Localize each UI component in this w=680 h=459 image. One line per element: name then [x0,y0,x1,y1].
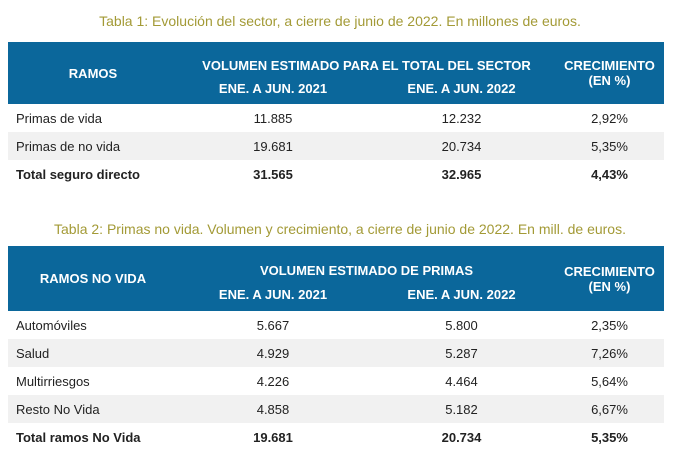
row-label: Automóviles [16,317,87,333]
table-row: Multirriesgos 4.226 4.464 5,64% [8,367,664,395]
row-label: Resto No Vida [8,395,178,423]
row-label: Multirriesgos [16,373,90,389]
value-2022: 12.232 [441,110,482,126]
table-row: Resto No Vida 4.858 5.182 6,67% [8,395,664,423]
growth-value: 5,64% [591,373,628,389]
value-2021: 31.565 [253,166,293,182]
value-2021: 19.681 [178,132,368,160]
value-2022: 5.800 [445,317,478,333]
header-volume-group: VOLUMEN ESTIMADO PARA EL TOTAL DEL SECTO… [178,42,555,73]
growth-value: 6,67% [555,395,664,423]
growth-value: 4,43% [591,166,628,182]
value-2022: 32.965 [441,166,482,182]
table2-caption: Tabla 2: Primas no vida. Volumen y creci… [54,221,626,237]
header-ramos-no-vida: RAMOS NO VIDA [8,246,178,311]
header-volume-group: VOLUMEN ESTIMADO DE PRIMAS [178,246,555,278]
table-row: Salud 4.929 5.287 7,26% [8,339,664,367]
value-2022: 5.287 [368,339,555,367]
row-label: Primas de vida [16,110,102,126]
table-row: Primas de no vida 19.681 20.734 5,35% [8,132,664,160]
value-2021: 4.226 [256,373,290,389]
row-label: Salud [8,339,178,367]
value-2022: 4.464 [445,373,478,389]
growth-value: 2,35% [591,317,628,333]
table2: RAMOS NO VIDA VOLUMEN ESTIMADO DE PRIMAS… [8,246,664,451]
header-2022: ENE. A JUN. 2022 [368,73,555,104]
header-growth: CRECIMIENTO (EN %) [555,42,664,104]
value-2021: 11.885 [253,110,293,126]
value-2022: 20.734 [368,132,555,160]
row-label: Total ramos No Vida [16,429,141,445]
growth-value: 5,35% [591,429,628,445]
header-ramos: RAMOS [8,42,178,104]
total-row: Total ramos No Vida 19.681 20.734 5,35% [8,423,664,451]
value-2021: 4.858 [178,395,368,423]
total-row: Total seguro directo 31.565 32.965 4,43% [8,160,664,188]
value-2021: 5.667 [256,317,290,333]
value-2022: 20.734 [441,429,482,445]
growth-value: 7,26% [555,339,664,367]
row-label: Primas de no vida [8,132,178,160]
table1-caption: Tabla 1: Evolución del sector, a cierre … [99,13,581,29]
value-2021: 19.681 [253,429,293,445]
row-label: Total seguro directo [16,166,140,182]
header-2021: ENE. A JUN. 2021 [178,278,368,311]
header-2021: ENE. A JUN. 2021 [178,73,368,104]
table-row: Automóviles 5.667 5.800 2,35% [8,311,664,339]
growth-value: 2,92% [591,110,628,126]
table1: RAMOS VOLUMEN ESTIMADO PARA EL TOTAL DEL… [8,42,664,188]
value-2022: 5.182 [368,395,555,423]
growth-value: 5,35% [555,132,664,160]
header-2022: ENE. A JUN. 2022 [368,278,555,311]
value-2021: 4.929 [178,339,368,367]
table-row: Primas de vida 11.885 12.232 2,92% [8,104,664,132]
header-growth: CRECIMIENTO (EN %) [555,246,664,311]
